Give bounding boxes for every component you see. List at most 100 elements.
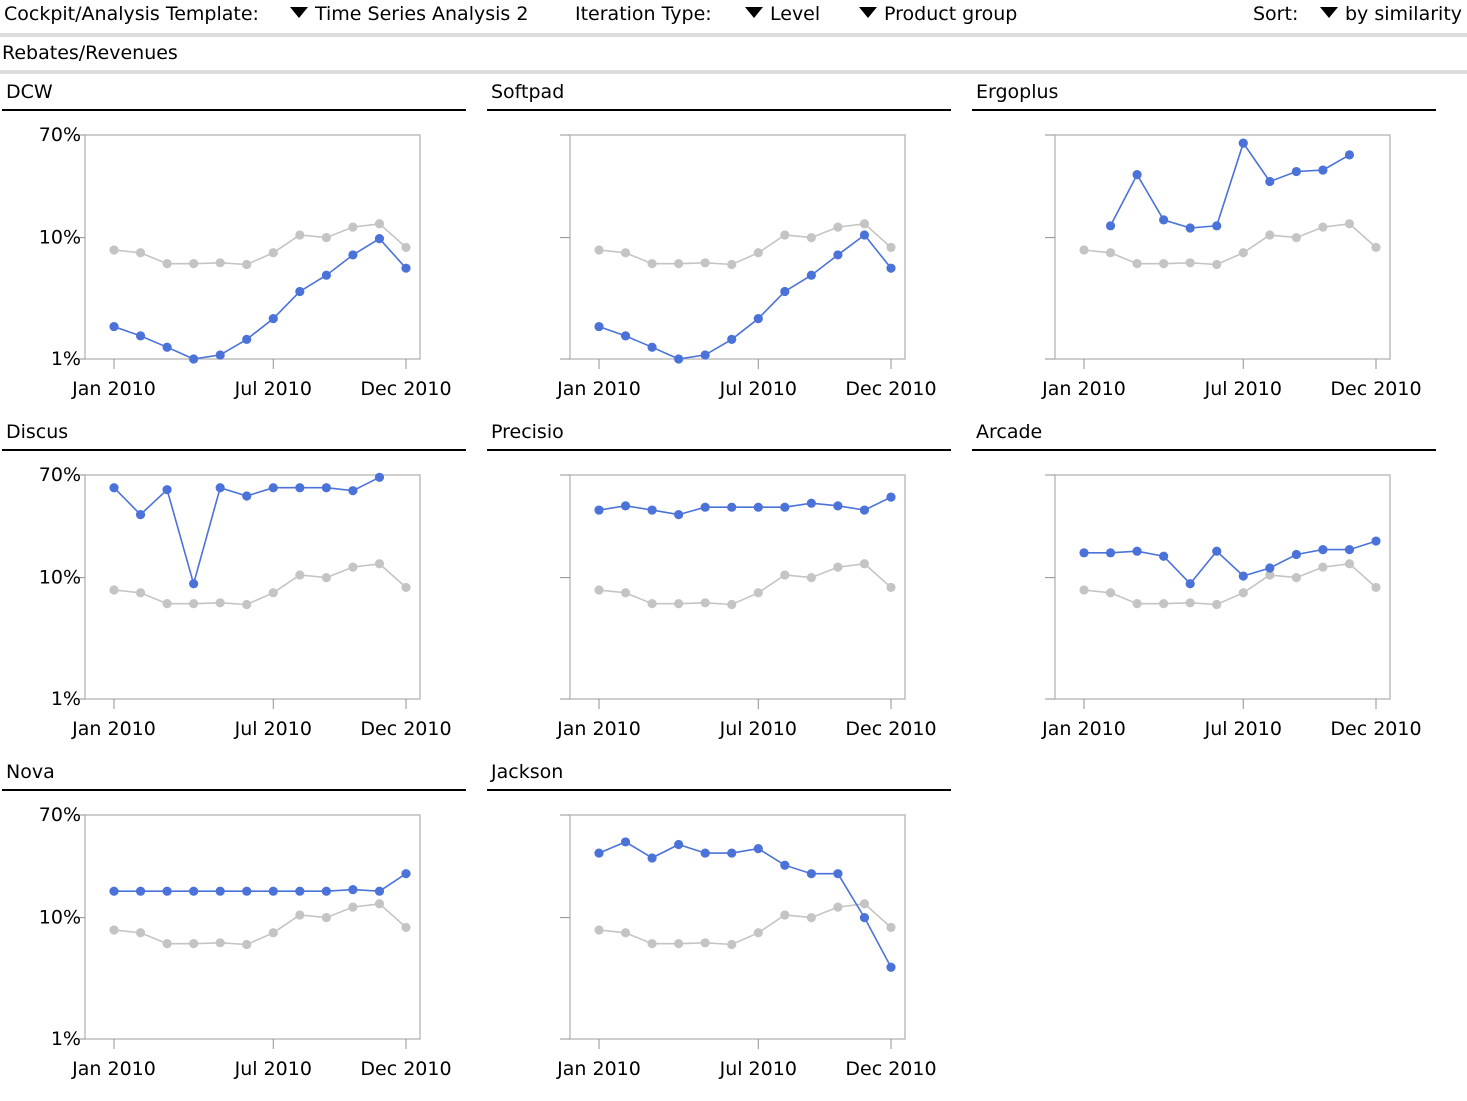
plot-frame xyxy=(1054,474,1391,700)
series-point xyxy=(647,505,657,515)
section-divider xyxy=(0,70,1467,74)
chart-jackson: Jan 2010 Jul 2010 Dec 2010 xyxy=(556,814,937,1080)
reference-point xyxy=(886,922,896,933)
sort-label: Sort: xyxy=(1253,3,1299,25)
reference-point xyxy=(647,259,657,269)
x-tick-label: Dec 2010 xyxy=(845,718,936,740)
series-point xyxy=(401,263,411,273)
reference-point xyxy=(268,248,278,258)
chart-nova: 70% 10% 1% Jan 2010 Jul 2010 Dec 2010 xyxy=(39,804,452,1080)
reference-point xyxy=(374,899,385,909)
reference-point xyxy=(1132,259,1142,269)
series-point xyxy=(321,270,331,280)
reference-point xyxy=(242,599,252,610)
reference-point xyxy=(727,599,737,610)
x-tick-label: Jan 2010 xyxy=(1041,718,1126,740)
series-point xyxy=(215,886,225,896)
series-point xyxy=(1159,551,1169,561)
reference-point xyxy=(833,902,843,912)
series-point xyxy=(295,483,305,493)
x-tick-label: Jan 2010 xyxy=(556,718,641,740)
chart-precisio: Jan 2010 Jul 2010 Dec 2010 xyxy=(556,474,937,740)
chart-panel-softpad[interactable]: Softpad Jan 2010 Jul 2010 Dec 2010 xyxy=(487,81,953,421)
x-tick-label: Dec 2010 xyxy=(360,378,451,400)
reference-point xyxy=(806,572,816,583)
series-point xyxy=(594,848,604,858)
series-point xyxy=(1265,563,1275,573)
x-tick-label: Jul 2010 xyxy=(234,718,312,740)
plot-frame xyxy=(84,134,421,360)
series-point xyxy=(727,848,737,858)
chart-panel-nova[interactable]: Nova 70% 10% 1% Jan 2010 Jul 2010 Dec 2010 xyxy=(2,761,468,1101)
chart-panel-precisio[interactable]: Precisio Jan 2010 Jul 2010 Dec 2010 xyxy=(487,421,953,761)
reference-point xyxy=(833,222,843,232)
reference-point xyxy=(1105,588,1116,598)
chart-panel-jackson[interactable]: Jackson Jan 2010 Jul 2010 Dec 2010 xyxy=(487,761,953,1101)
series-point xyxy=(1185,223,1195,233)
series-point xyxy=(647,853,657,863)
x-tick-label: Jul 2010 xyxy=(719,718,797,740)
chart-panel-arcade[interactable]: Arcade Jan 2010 Jul 2010 Dec 2010 xyxy=(972,421,1438,761)
plot-frame xyxy=(84,814,421,1040)
chart-panel-discus[interactable]: Discus 70% 10% 1% Jan 2010 Jul 2010 Dec 2010 xyxy=(2,421,468,761)
series-point xyxy=(268,314,278,324)
reference-point xyxy=(189,939,199,949)
chart-discus: 70% 10% 1% Jan 2010 Jul 2010 Dec 2010 xyxy=(39,464,452,740)
reference-point xyxy=(189,259,199,269)
series-point xyxy=(109,886,119,896)
template-label: Cockpit/Analysis Template: xyxy=(4,3,259,25)
reference-point xyxy=(1265,230,1275,240)
series-point xyxy=(1212,546,1222,556)
panel-title-rule xyxy=(487,789,951,791)
x-tick-label: Jul 2010 xyxy=(1204,718,1282,740)
group-dropdown[interactable]: Product group xyxy=(859,3,1017,25)
series-point xyxy=(780,860,790,870)
dropdown-arrow-icon xyxy=(1320,7,1338,18)
reference-point xyxy=(242,939,252,950)
series-point xyxy=(700,350,710,360)
series-point xyxy=(189,354,199,364)
reference-point xyxy=(1212,599,1222,610)
iteration-dropdown[interactable]: Level xyxy=(745,3,820,25)
reference-point xyxy=(1318,562,1328,572)
reference-point xyxy=(1238,248,1248,258)
x-tick-label: Jan 2010 xyxy=(71,378,156,400)
reference-point xyxy=(162,259,172,269)
reference-point xyxy=(215,258,225,268)
series-point xyxy=(109,321,119,332)
x-tick-label: Jul 2010 xyxy=(719,378,797,400)
reference-point xyxy=(162,599,172,609)
reference-point xyxy=(859,899,870,909)
reference-point xyxy=(321,912,331,923)
series-point xyxy=(1371,536,1381,546)
toolbar-divider xyxy=(0,33,1467,37)
y-tick-label: 1% xyxy=(51,1028,81,1050)
sort-value: by similarity xyxy=(1345,3,1463,25)
reference-point xyxy=(215,598,225,608)
reference-point xyxy=(1185,598,1195,608)
series-point xyxy=(753,314,763,324)
series-point xyxy=(242,491,252,501)
y-tick-label: 1% xyxy=(51,688,81,710)
series-point xyxy=(1079,548,1089,558)
series-point xyxy=(1105,548,1116,558)
section-title: Rebates/Revenues xyxy=(2,42,178,64)
series-point xyxy=(620,331,631,341)
series-point xyxy=(1105,221,1116,231)
series-point xyxy=(242,886,252,896)
reference-point xyxy=(1265,570,1275,580)
sort-dropdown[interactable]: by similarity xyxy=(1320,3,1462,25)
reference-point xyxy=(348,222,358,232)
series-point xyxy=(1318,165,1328,175)
series-point xyxy=(806,498,816,508)
reference-point xyxy=(1344,219,1355,229)
chart-panel-dcw[interactable]: DCW 70% 10% 1% Jan 2010 Jul 2010 Dec 2010 xyxy=(2,81,468,421)
reference-point xyxy=(700,598,710,608)
series-point xyxy=(859,230,870,240)
template-dropdown[interactable]: Time Series Analysis 2 xyxy=(290,3,528,25)
series-point xyxy=(1238,571,1248,581)
series-point xyxy=(348,486,358,496)
panel-title-rule xyxy=(487,109,951,111)
chart-panel-ergoplus[interactable]: Ergoplus Jan 2010 Jul 2010 Dec 2010 xyxy=(972,81,1438,421)
panel-title: Softpad xyxy=(491,81,565,103)
